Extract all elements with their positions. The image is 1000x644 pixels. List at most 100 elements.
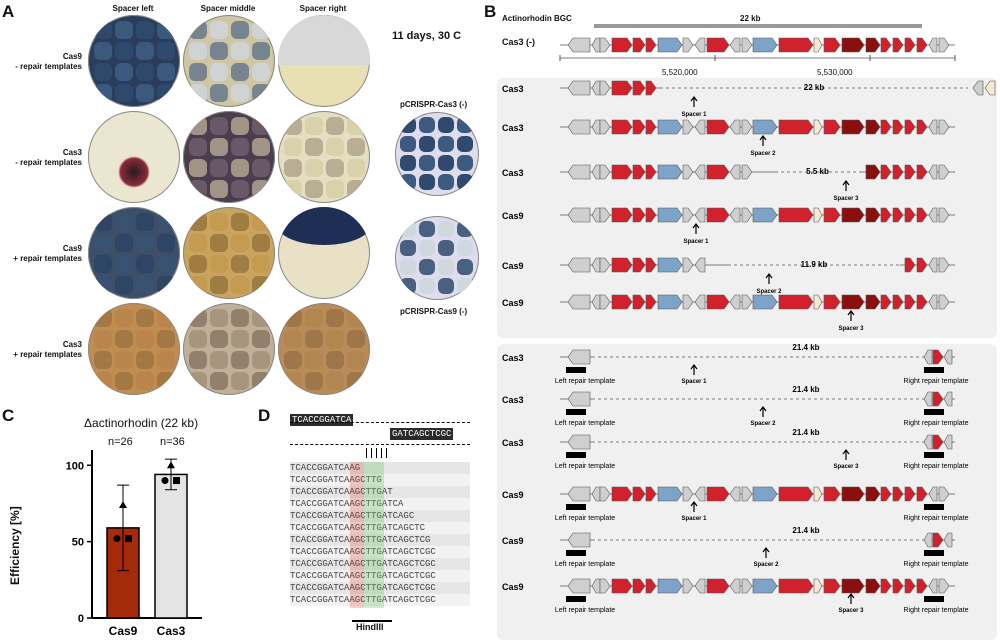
colony-patch xyxy=(136,42,154,60)
petri-plate-r2-c2 xyxy=(183,111,275,203)
gene-arrow xyxy=(591,294,601,310)
colony-patch xyxy=(252,138,270,156)
gene-arrow xyxy=(645,486,657,502)
gene-arrow xyxy=(706,294,730,310)
gene-arrow xyxy=(923,434,933,450)
read-row: TCACCGGATCAAGCTTGATCAGCTCGC xyxy=(290,570,470,582)
gene-arrow xyxy=(928,486,938,502)
colony-patch xyxy=(305,309,323,327)
colony-growth xyxy=(118,156,150,188)
deletion-size: 21.4 kb xyxy=(792,428,819,437)
colony-patch xyxy=(419,278,435,294)
colony-patch xyxy=(438,136,454,152)
alignment-tick xyxy=(366,448,367,458)
hindiii-site-green xyxy=(364,462,384,608)
gene-arrow xyxy=(706,37,730,53)
gene-arrow xyxy=(657,119,683,135)
spacer-label: Spacer 1 xyxy=(681,379,707,385)
left-template-label: Left repair template xyxy=(555,561,615,568)
col-label-left: Spacer left xyxy=(112,4,154,13)
gene-arrow xyxy=(741,164,753,180)
gene-arrow xyxy=(904,294,916,310)
gene-arrow xyxy=(657,37,683,53)
spacer-label: Spacer 2 xyxy=(753,562,779,568)
spacer-label: Spacer 3 xyxy=(833,196,859,202)
panel-b-letter: B xyxy=(484,2,497,21)
gene-arrow xyxy=(928,207,938,223)
gene-arrow xyxy=(694,119,706,135)
gene-arrow xyxy=(632,164,646,180)
colony-patch xyxy=(326,138,344,156)
colony-patch xyxy=(136,21,154,39)
colony-patch xyxy=(252,21,270,39)
deletion-size: 21.4 kb xyxy=(792,385,819,394)
colony-patch xyxy=(210,372,228,390)
colony-patch xyxy=(252,351,270,369)
read-row: TCACCGGATCAAGCTTGATCA xyxy=(290,498,470,510)
gene-arrow xyxy=(938,486,950,502)
colony-patch xyxy=(189,180,207,198)
left-template-label: Left repair template xyxy=(555,420,615,427)
gene-arrow xyxy=(813,37,823,53)
gene-arrow xyxy=(752,486,778,502)
gene-arrow xyxy=(741,486,753,502)
colony-patch xyxy=(457,259,473,275)
colony-patch xyxy=(400,278,416,294)
gene-arrow xyxy=(657,486,683,502)
colony-patch xyxy=(252,159,270,177)
gene-arrow xyxy=(599,119,611,135)
colony-patch xyxy=(284,159,302,177)
gene-arrow xyxy=(865,294,881,310)
spacer-label: Spacer 1 xyxy=(681,112,707,118)
gene-arrow xyxy=(706,164,730,180)
repair-template-bar xyxy=(566,409,586,415)
gene-arrow xyxy=(916,578,928,594)
colony-patch xyxy=(347,309,365,327)
gene-arrow xyxy=(923,349,933,365)
colony-patch xyxy=(231,42,249,60)
spacer-arrow xyxy=(692,223,700,234)
read-row: TCACCGGATCAAG xyxy=(290,462,470,474)
gene-arrow xyxy=(813,578,823,594)
colony-patch xyxy=(189,138,207,156)
spacer-label: Spacer 1 xyxy=(681,516,707,522)
colony-patch xyxy=(189,159,207,177)
row-label-2: Cas3- repair templates xyxy=(15,148,82,167)
gene-arrow xyxy=(938,578,950,594)
gene-arrow xyxy=(599,486,611,502)
colony-patch xyxy=(189,309,207,327)
gene-arrow xyxy=(645,119,657,135)
colony-patch xyxy=(457,240,473,256)
colony-patch xyxy=(400,117,416,133)
gene-arrow xyxy=(567,391,591,407)
gene-arrow xyxy=(729,119,741,135)
colony-patch xyxy=(252,309,270,327)
colony-patch xyxy=(189,21,207,39)
colony-patch xyxy=(136,276,154,294)
repair-template-bar xyxy=(924,367,944,373)
colony-patch xyxy=(210,159,228,177)
colony-patch xyxy=(400,136,416,152)
gene-arrow xyxy=(611,578,633,594)
left-template-label: Left repair template xyxy=(555,515,615,522)
gene-arrow xyxy=(904,486,916,502)
colony-patch xyxy=(305,180,323,198)
colony-patch xyxy=(115,42,133,60)
gene-arrow xyxy=(567,486,591,502)
gene-arrow xyxy=(632,294,646,310)
gene-arrow xyxy=(904,37,916,53)
alignment-tick xyxy=(381,448,382,458)
gene-arrow xyxy=(932,349,944,365)
gap-mask xyxy=(660,86,968,90)
gene-arrow xyxy=(916,37,928,53)
colony-patch xyxy=(305,330,323,348)
colony-patch xyxy=(252,234,270,252)
colony-patch xyxy=(419,221,435,237)
petri-plate-r3-c2 xyxy=(183,207,275,299)
colony-patch xyxy=(347,117,365,135)
gene-arrow xyxy=(599,37,611,53)
colony-patch xyxy=(231,21,249,39)
colony-patch xyxy=(157,330,175,348)
data-point-triangle xyxy=(119,500,127,508)
gene-arrow xyxy=(694,486,706,502)
